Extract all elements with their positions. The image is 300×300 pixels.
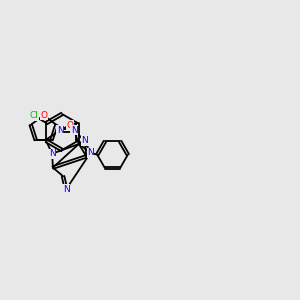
Text: N: N bbox=[49, 149, 56, 158]
Text: N: N bbox=[63, 185, 69, 194]
Text: O: O bbox=[40, 111, 47, 120]
Text: O: O bbox=[66, 121, 73, 130]
Text: N: N bbox=[87, 148, 94, 157]
Text: Cl: Cl bbox=[30, 112, 39, 121]
Text: N: N bbox=[70, 126, 77, 135]
Text: N: N bbox=[57, 126, 64, 135]
Text: N: N bbox=[81, 136, 88, 146]
